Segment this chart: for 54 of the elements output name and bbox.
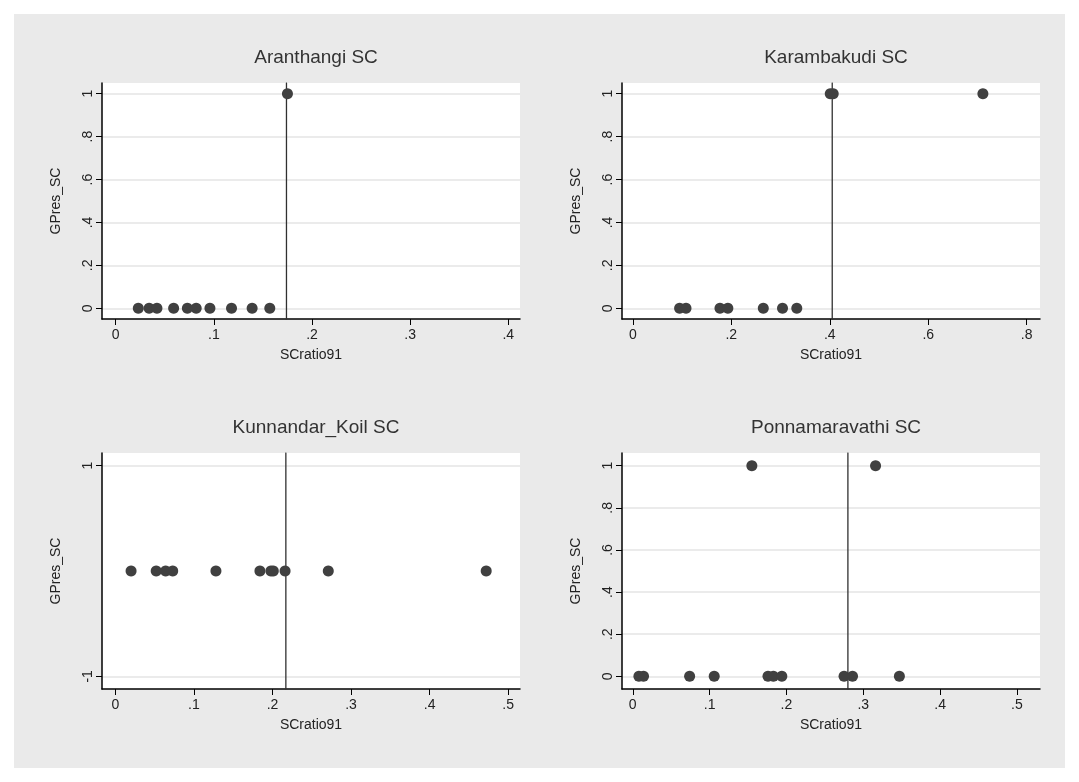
x-tick-label: .2 (266, 696, 279, 712)
x-tick-label: 0 (111, 696, 120, 712)
y-tick-label: 0 (599, 304, 615, 313)
chart-title: Ponnamaravathi SC (750, 416, 922, 437)
y-tick-label: .4 (599, 216, 615, 229)
chart-title: Aranthangi SC (254, 46, 378, 67)
y-tick-label: 1 (79, 461, 95, 470)
x-axis-title: SCratio91 (799, 346, 863, 362)
y-tick-label: .6 (79, 173, 95, 186)
y-tick-label: .8 (599, 130, 615, 143)
x-tick-label: .1 (208, 326, 220, 342)
y-axis-title: GPres_SC (567, 167, 583, 235)
y-tick-label: .6 (599, 543, 615, 556)
x-axis-title: SCratio91 (279, 716, 343, 732)
x-tick-label: .3 (404, 326, 417, 342)
x-tick-label: .2 (725, 326, 738, 342)
y-tick-label: .8 (79, 130, 95, 143)
y-tick-label: 1 (79, 89, 95, 98)
x-tick-label: .1 (188, 696, 200, 712)
y-tick-label: .2 (599, 628, 615, 641)
y-tick-label: .2 (599, 259, 615, 272)
x-tick-label: 0 (111, 326, 120, 342)
y-tick-label: .4 (79, 216, 95, 229)
x-tick-label: .4 (423, 696, 436, 712)
y-tick-label: .2 (79, 259, 95, 272)
y-tick-label: 1 (599, 89, 615, 98)
y-tick-label: 0 (79, 304, 95, 313)
x-tick-label: .5 (1011, 696, 1023, 712)
x-tick-label: .3 (857, 696, 870, 712)
y-tick-label: 1 (599, 461, 615, 470)
x-tick-label: .8 (1020, 326, 1033, 342)
y-tick-label: .8 (599, 501, 615, 514)
x-axis-title: SCratio91 (799, 716, 863, 732)
x-tick-label: .4 (823, 326, 836, 342)
y-axis-title: GPres_SC (47, 167, 63, 235)
y-axis-title: GPres_SC (567, 537, 583, 605)
chart-title: Karambakudi SC (764, 46, 908, 67)
y-tick-label: .6 (599, 173, 615, 186)
y-tick-label: 0 (599, 672, 615, 681)
x-tick-label: .1 (703, 696, 716, 712)
y-axis-title: GPres_SC (47, 537, 63, 605)
chart-title: Kunnandar_Koil SC (232, 416, 400, 438)
x-tick-label: 0 (628, 326, 637, 342)
x-tick-label: .3 (345, 696, 358, 712)
y-tick-label: .4 (599, 586, 615, 598)
x-tick-label: 0 (628, 696, 637, 712)
x-tick-label: .5 (502, 696, 515, 712)
x-axis-title: SCratio91 (279, 346, 343, 362)
x-tick-label: .2 (306, 326, 319, 342)
x-tick-label: .6 (922, 326, 935, 342)
x-tick-label: .4 (502, 326, 515, 342)
y-tick-label: -1 (79, 669, 95, 683)
x-tick-label: .4 (934, 696, 947, 712)
x-tick-label: .2 (780, 696, 793, 712)
